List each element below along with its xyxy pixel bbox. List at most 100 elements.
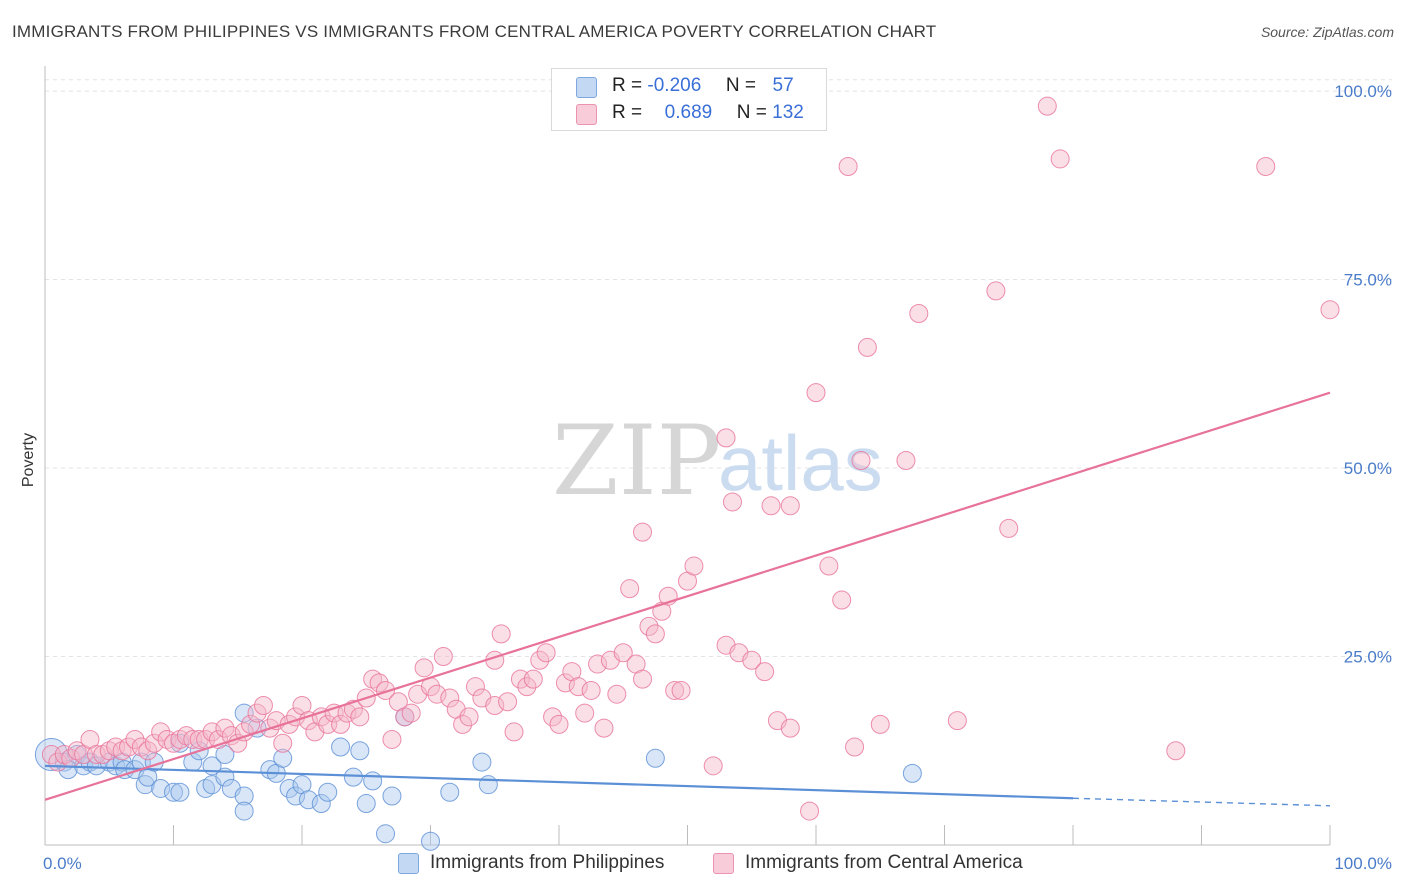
trend-line-philippines-extension [1072,797,1331,807]
data-points [34,96,1340,851]
data-point [395,707,415,727]
data-point [241,714,261,734]
data-point [498,692,518,712]
data-point [465,677,485,697]
data-point [273,733,293,753]
trend-lines [44,391,1331,807]
data-point [298,711,318,731]
data-point [742,650,762,670]
data-point [549,714,569,734]
data-point [67,741,87,761]
data-point [196,778,216,798]
data-point [639,616,659,636]
bottom-legend-swatch-philippines [398,853,419,874]
data-point [421,831,440,851]
data-point [1256,156,1276,176]
series-central-america [41,96,1340,821]
data-point [594,718,614,738]
y-tick-label: 75.0% [1344,271,1392,290]
data-point [86,756,106,776]
data-point [350,707,370,727]
data-point [215,718,235,738]
data-point [1166,741,1186,761]
data-point [318,782,338,802]
data-point [581,680,601,700]
data-point [401,703,421,723]
data-point [620,579,640,599]
data-point [755,662,775,682]
data-point [350,741,370,761]
stats-legend: R = -0.206 N = 57 R = 0.689 N = 132 [551,68,827,131]
data-point [343,699,363,719]
data-point [176,726,196,746]
legend-n-value: 132 [772,102,804,123]
y-axis-title: Poverty [20,433,37,487]
data-point [234,722,254,742]
data-point [800,801,820,821]
trend-line-philippines [44,764,1074,800]
chart-title: IMMIGRANTS FROM PHILIPPINES VS IMMIGRANT… [12,22,937,41]
data-point [376,680,396,700]
data-point [273,748,293,768]
data-point [279,778,299,798]
data-point [832,590,852,610]
data-point [112,741,132,761]
data-point [298,790,318,810]
data-point [780,496,800,516]
data-point [504,722,524,742]
y-tick-label: 25.0% [1344,648,1392,667]
x-tick-label-end: 100.0% [1334,854,1392,873]
data-point [363,771,383,791]
data-point [138,741,158,761]
series-philippines [34,703,922,851]
data-point [857,337,877,357]
data-point [838,156,858,176]
data-point [909,303,929,323]
legend-swatch-philippines [576,77,597,98]
data-point [902,763,922,783]
data-point [311,794,331,814]
data-point [703,756,723,776]
legend-r-label: R = [612,75,643,96]
data-point [433,647,453,667]
legend-n-label: N = [725,75,756,96]
data-point [633,522,653,542]
data-point [376,824,396,844]
data-point [440,782,460,802]
data-point [54,745,74,765]
legend-r-value: 0.689 [664,102,713,123]
data-point [851,451,871,470]
data-point [986,281,1006,301]
data-point [144,733,164,753]
data-point [896,451,916,470]
watermark-zip: ZIP [552,405,721,517]
data-point [234,801,254,821]
data-point [947,711,967,731]
trend-line-central-america [44,391,1331,801]
watermark-atlas: atlas [718,419,883,507]
data-point [845,737,865,757]
data-point [369,673,389,693]
data-point [125,729,145,749]
data-point [228,733,248,753]
data-point [478,775,498,795]
data-point [311,707,331,727]
data-point [645,748,665,768]
data-point [722,492,742,512]
data-point [1050,149,1070,169]
data-point [131,737,151,757]
data-point [453,714,473,734]
y-tick-label: 100.0% [1334,82,1392,101]
data-point [575,703,595,723]
data-point [286,786,306,806]
data-point [761,496,781,516]
data-point [491,624,511,644]
data-point [517,677,537,697]
data-point [135,775,155,795]
data-point [234,786,254,806]
data-point [331,737,351,757]
data-point [555,673,575,693]
legend-r-value: -0.206 [647,75,702,96]
data-point [716,428,736,448]
data-point [607,684,627,704]
